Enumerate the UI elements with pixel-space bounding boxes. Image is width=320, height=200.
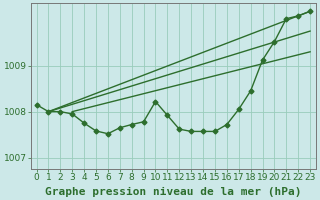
X-axis label: Graphe pression niveau de la mer (hPa): Graphe pression niveau de la mer (hPa) bbox=[45, 186, 301, 197]
